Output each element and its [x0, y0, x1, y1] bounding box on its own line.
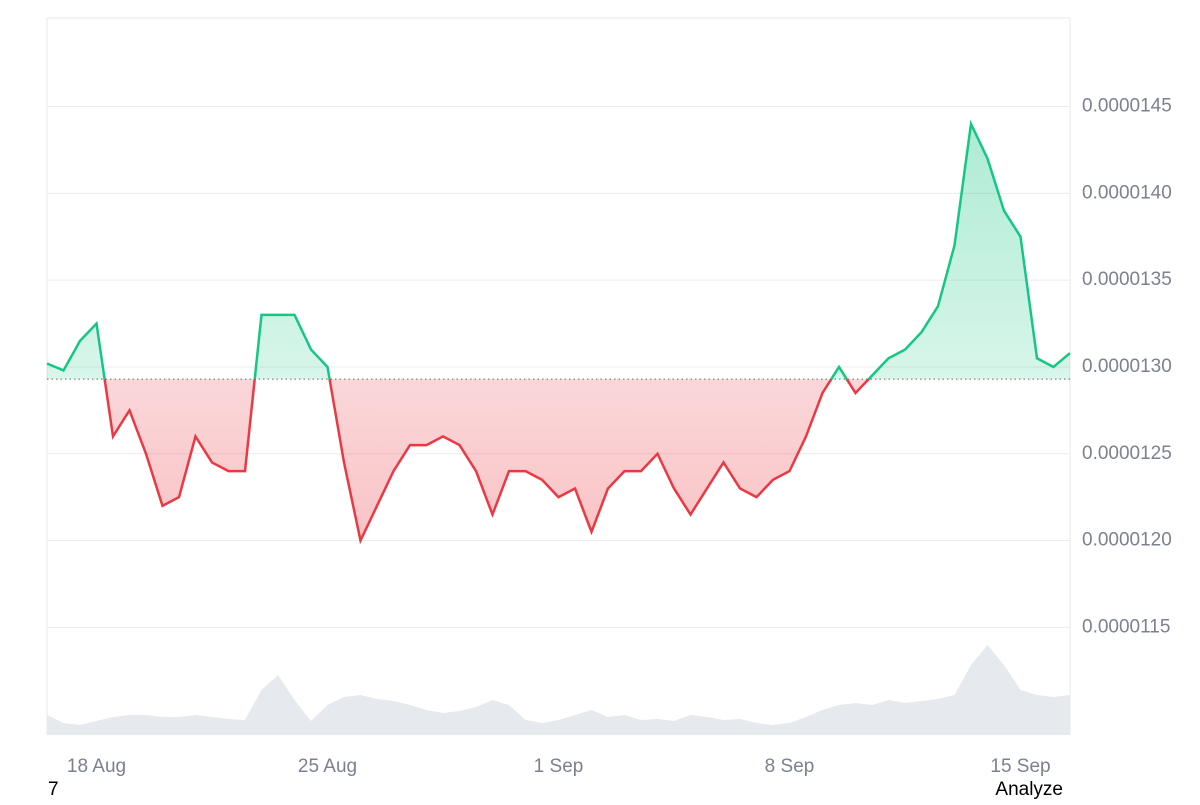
line-down — [103, 379, 871, 545]
footer-left: 7 — [48, 779, 59, 800]
x-tick-label: 1 Sep — [534, 756, 584, 777]
volume-area — [47, 645, 1070, 735]
area-down — [104, 379, 869, 541]
x-tick-label: 15 Sep — [990, 756, 1050, 777]
y-tick-label: 0.0000145 — [1082, 96, 1172, 117]
y-tick-label: 0.0000115 — [1082, 616, 1170, 637]
y-tick-label: 0.0000130 — [1082, 356, 1172, 377]
footer-right[interactable]: Analyze — [995, 779, 1063, 800]
x-tick-label: 25 Aug — [298, 756, 357, 777]
x-tick-label: 18 Aug — [67, 756, 126, 777]
x-tick-label: 8 Sep — [765, 756, 815, 777]
y-tick-label: 0.0000140 — [1082, 182, 1172, 203]
y-tick-label: 0.0000120 — [1082, 530, 1172, 551]
y-tick-label: 0.0000135 — [1082, 269, 1172, 290]
y-tick-label: 0.0000125 — [1082, 443, 1172, 464]
line-up — [46, 119, 1071, 380]
